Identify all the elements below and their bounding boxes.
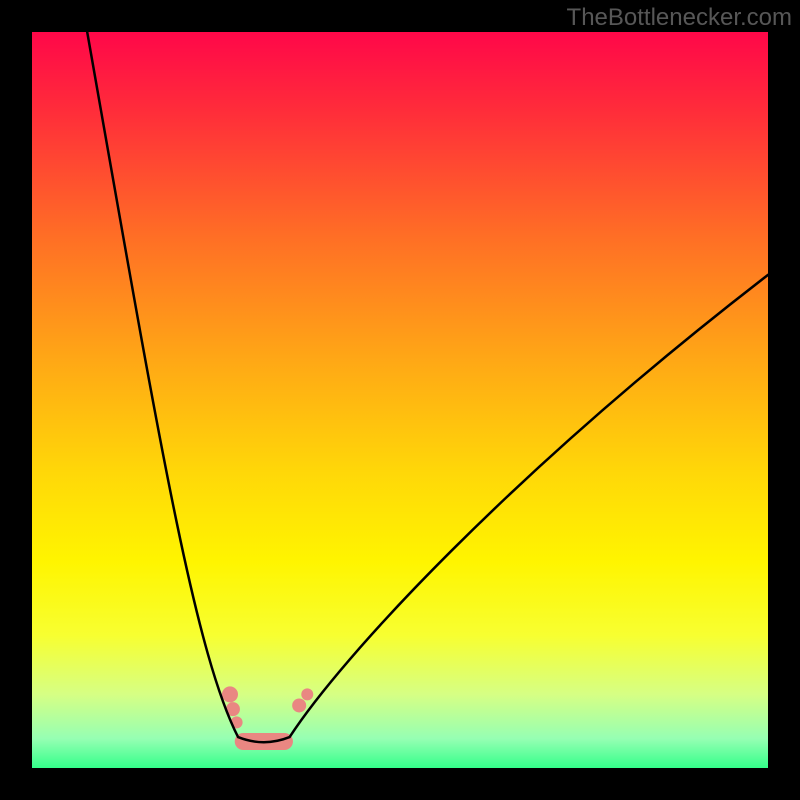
chart-container: TheBottlenecker.com xyxy=(0,0,800,800)
gradient-background xyxy=(32,32,768,768)
watermark-text: TheBottlenecker.com xyxy=(567,4,792,32)
bottleneck-plot xyxy=(32,32,768,768)
